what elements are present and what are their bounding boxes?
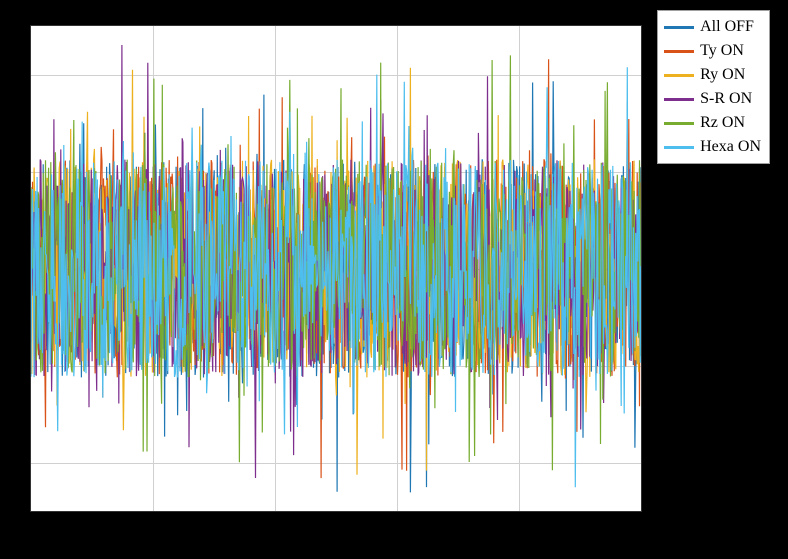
legend-swatch xyxy=(664,122,694,125)
plot-area xyxy=(30,25,642,512)
legend-item: Ty ON xyxy=(664,39,761,63)
legend-swatch xyxy=(664,50,694,53)
legend-swatch xyxy=(664,146,694,149)
legend-label: Rz ON xyxy=(700,114,745,132)
legend-item: Rz ON xyxy=(664,111,761,135)
legend-swatch xyxy=(664,98,694,101)
legend-label: Hexa ON xyxy=(700,138,761,156)
legend-item: Hexa ON xyxy=(664,135,761,159)
legend-item: S-R ON xyxy=(664,87,761,111)
legend-label: All OFF xyxy=(700,18,754,36)
legend-swatch xyxy=(664,74,694,77)
chart-container: All OFF Ty ON Ry ON S-R ON Rz ON Hexa ON xyxy=(30,10,770,550)
legend: All OFF Ty ON Ry ON S-R ON Rz ON Hexa ON xyxy=(657,10,770,164)
legend-label: Ry ON xyxy=(700,66,745,84)
series-svg xyxy=(31,26,641,511)
legend-swatch xyxy=(664,26,694,29)
legend-item: All OFF xyxy=(664,15,761,39)
legend-label: Ty ON xyxy=(700,42,744,60)
legend-item: Ry ON xyxy=(664,63,761,87)
legend-label: S-R ON xyxy=(700,90,752,108)
